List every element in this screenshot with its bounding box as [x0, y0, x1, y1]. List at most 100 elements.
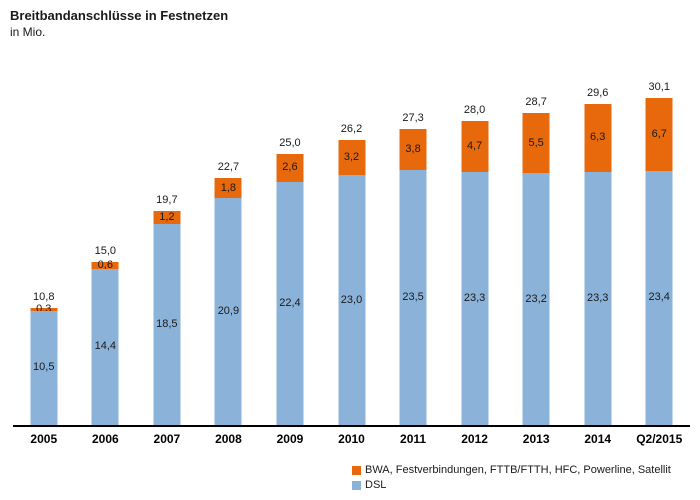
- segment-dsl: 23,4: [645, 170, 673, 425]
- segment-value-label: 0,6: [97, 258, 113, 271]
- x-axis-tick-label: Q2/2015: [636, 432, 683, 446]
- plot-area: 10,8 0,3 10,5 15,0 0,6 14,4 19,7 1,2 18,5 22,7 1,8…: [13, 60, 690, 425]
- chart-header: Breitbandanschlüsse in Festnetzen in Mio…: [10, 8, 228, 39]
- bar-group: 10,8 0,3 10,5: [13, 60, 75, 425]
- legend-item: BWA, Festverbindungen, FTTB/FTTH, HFC, P…: [352, 464, 671, 476]
- segment-other-technologies: 0,6: [91, 258, 119, 271]
- bar-columns: 10,8 0,3 10,5 15,0 0,6 14,4 19,7 1,2 18,5 22,7 1,8…: [13, 60, 690, 425]
- segment-value-label: 6,3: [590, 131, 606, 144]
- bar-group: 28,7 5,5 23,2: [505, 60, 567, 425]
- segment-other-technologies: 1,8: [214, 178, 242, 199]
- total-label: 10,8: [33, 290, 55, 303]
- stacked-bar: 6,7 23,4: [645, 98, 673, 425]
- segment-value-label: 3,2: [343, 151, 360, 164]
- segment-dsl: 20,9: [214, 198, 242, 425]
- total-label: 27,3: [402, 111, 424, 124]
- segment-other-technologies: 3,8: [399, 128, 427, 170]
- bar-group: 30,1 6,7 23,4: [628, 60, 690, 425]
- bar-group: 26,2 3,2 23,0: [321, 60, 383, 425]
- x-axis-labels: 2005 2006 2007 2008 2009 2010 2011 2012 2013 2014…: [13, 432, 690, 446]
- segment-value-label: 14,4: [94, 340, 117, 353]
- segment-value-label: 20,9: [217, 305, 240, 318]
- total-label: 29,6: [586, 86, 609, 99]
- segment-other-technologies: 1,2: [153, 211, 181, 225]
- segment-value-label: 1,2: [159, 211, 175, 224]
- x-axis-tick-label: 2014: [584, 432, 612, 446]
- legend-swatch-icon: [352, 465, 361, 475]
- segment-value-label: 23,3: [463, 291, 486, 304]
- x-axis-tick-label: 2013: [522, 432, 550, 446]
- bar-group: 27,3 3,8 23,5: [382, 60, 444, 425]
- stacked-bar: 1,2 18,5: [153, 211, 181, 425]
- bar-group: 29,6 6,3 23,3: [567, 60, 629, 425]
- segment-value-label: 2,6: [282, 161, 298, 174]
- stacked-bar: 3,8 23,5: [399, 128, 427, 425]
- segment-dsl: 23,3: [461, 171, 489, 425]
- segment-dsl: 22,4: [276, 181, 304, 425]
- segment-value-label: 3,8: [405, 142, 421, 155]
- x-axis-tick-label: 2012: [461, 432, 488, 446]
- segment-value-label: 23,4: [648, 291, 670, 304]
- total-label: 15,0: [94, 245, 117, 258]
- segment-value-label: 23,2: [525, 292, 547, 305]
- total-label: 19,7: [156, 194, 178, 207]
- bar-group: 22,7 1,8 20,9: [198, 60, 260, 425]
- legend-label: BWA, Festverbindungen, FTTB/FTTH, HFC, P…: [365, 464, 671, 476]
- x-axis-tick-label: 2009: [276, 432, 304, 446]
- x-axis-tick-label: 2005: [30, 432, 58, 446]
- segment-value-label: 23,5: [402, 290, 424, 303]
- segment-other-technologies: 5,5: [522, 113, 550, 174]
- bar-group: 19,7 1,2 18,5: [136, 60, 198, 425]
- stacked-bar: 0,3 10,5: [30, 303, 58, 425]
- x-axis-tick-label: 2006: [91, 432, 119, 446]
- legend-item: DSL: [352, 479, 671, 491]
- segment-value-label: 23,0: [340, 293, 363, 306]
- segment-other-technologies: 0,3: [30, 303, 58, 314]
- bar-group: 28,0 4,7 23,3: [444, 60, 506, 425]
- legend: BWA, Festverbindungen, FTTB/FTTH, HFC, P…: [352, 464, 671, 494]
- segment-dsl: 23,0: [338, 175, 365, 425]
- segment-value-label: 0,3: [36, 302, 52, 315]
- segment-dsl: 14,4: [91, 268, 119, 425]
- segment-dsl: 23,5: [399, 169, 427, 425]
- x-axis-tick-label: 2010: [338, 432, 365, 446]
- segment-value-label: 4,7: [466, 139, 483, 152]
- segment-value-label: 18,5: [156, 318, 178, 331]
- segment-other-technologies: 4,7: [461, 120, 489, 172]
- total-label: 26,2: [340, 123, 363, 136]
- stacked-bar: 2,6 22,4: [276, 153, 304, 425]
- x-axis-tick-label: 2011: [400, 432, 427, 446]
- chart-subtitle: in Mio.: [10, 25, 46, 39]
- segment-value-label: 23,3: [586, 291, 609, 304]
- segment-value-label: 1,8: [220, 181, 237, 194]
- total-label: 22,7: [217, 161, 240, 174]
- chart-title: Breitbandanschlüsse in Festnetzen: [10, 8, 229, 23]
- x-axis-tick-label: 2008: [215, 432, 242, 446]
- stacked-bar: 6,3 23,3: [584, 103, 612, 425]
- segment-other-technologies: 6,7: [645, 98, 673, 171]
- stacked-bar: 5,5 23,2: [522, 113, 550, 425]
- segment-other-technologies: 2,6: [276, 153, 304, 182]
- segment-value-label: 5,5: [528, 136, 544, 149]
- stacked-bar: 3,2 23,0: [338, 140, 365, 425]
- x-axis-tick-label: 2007: [153, 432, 181, 446]
- segment-other-technologies: 6,3: [584, 103, 612, 172]
- total-label: 30,1: [648, 81, 670, 94]
- segment-other-technologies: 3,2: [338, 140, 365, 176]
- total-label: 25,0: [279, 136, 301, 149]
- bar-group: 15,0 0,6 14,4: [75, 60, 137, 425]
- segment-dsl: 23,2: [522, 173, 550, 425]
- stacked-bar: 4,7 23,3: [461, 120, 489, 425]
- segment-dsl: 18,5: [153, 224, 181, 425]
- stacked-bar: 1,8 20,9: [214, 178, 242, 425]
- bar-group: 25,0 2,6 22,4: [259, 60, 321, 425]
- legend-swatch-icon: [352, 480, 361, 490]
- segment-value-label: 6,7: [651, 128, 667, 141]
- total-label: 28,0: [463, 103, 486, 116]
- segment-value-label: 10,5: [33, 361, 55, 374]
- legend-label: DSL: [365, 479, 387, 491]
- segment-dsl: 23,3: [584, 171, 612, 425]
- stacked-bar: 0,6 14,4: [91, 258, 119, 425]
- total-label: 28,7: [525, 96, 547, 109]
